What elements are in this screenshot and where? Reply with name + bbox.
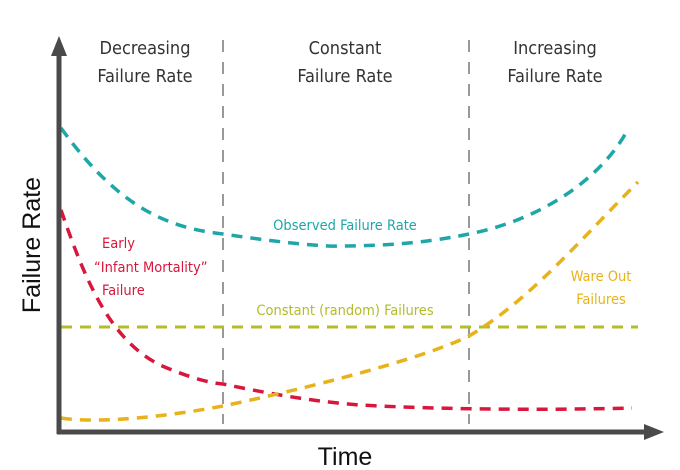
region-header-increasing-2: Failure Rate xyxy=(507,66,602,87)
y-axis-arrow-icon xyxy=(51,36,67,56)
wear-out-label-1: Ware Out xyxy=(571,269,632,285)
observed-failure-rate-label: Observed Failure Rate xyxy=(273,218,417,234)
infant-mortality-label-3: Failure xyxy=(102,283,145,299)
region-header-increasing-1: Increasing xyxy=(513,38,597,59)
x-axis-arrow-icon xyxy=(644,424,664,440)
region-header-decreasing-1: Decreasing xyxy=(100,38,191,59)
region-header-decreasing-2: Failure Rate xyxy=(97,66,192,87)
wear-out-curve xyxy=(60,180,640,422)
region-header-constant-1: Constant xyxy=(309,38,382,59)
y-axis-title: Failure Rate xyxy=(18,177,46,313)
wear-out-label-2: Failures xyxy=(576,292,626,308)
observed-failure-rate-curve xyxy=(59,126,629,248)
x-axis-title: Time xyxy=(318,443,373,470)
infant-mortality-label-1: Early xyxy=(102,236,135,252)
infant-mortality-label-2: “Infant Mortality” xyxy=(94,260,208,276)
region-header-constant-2: Failure Rate xyxy=(297,66,392,87)
constant-failures-label: Constant (random) Failures xyxy=(256,303,433,319)
